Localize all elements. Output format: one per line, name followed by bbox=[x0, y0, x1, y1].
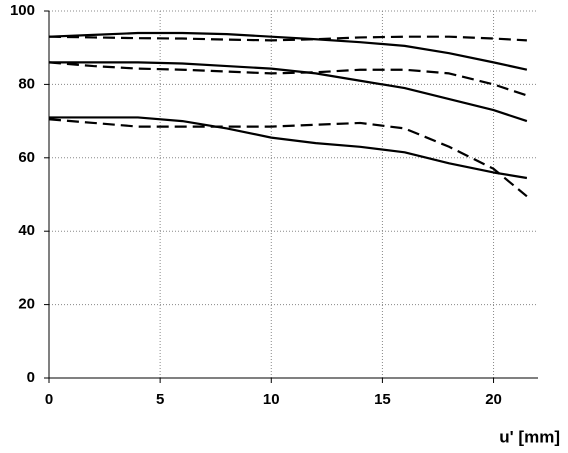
x-tick-label: 10 bbox=[263, 391, 280, 408]
x-tick-label: 20 bbox=[485, 391, 502, 408]
x-axis-label: u' [mm] bbox=[499, 427, 560, 446]
y-tick-label: 80 bbox=[18, 75, 35, 92]
line bbox=[48, 31, 528, 71]
x-tick-label: 15 bbox=[374, 391, 391, 408]
line bbox=[48, 118, 528, 198]
line bbox=[49, 116, 528, 180]
y-tick-label: 40 bbox=[18, 222, 35, 239]
y-tick-label: 20 bbox=[18, 296, 35, 313]
y-tick-label: 0 bbox=[27, 369, 35, 386]
line bbox=[48, 61, 528, 97]
y-tick-label: 60 bbox=[18, 149, 35, 166]
x-tick-label: 5 bbox=[156, 391, 164, 408]
line bbox=[49, 61, 528, 123]
line bbox=[48, 35, 527, 42]
y-tick-label: 100 bbox=[10, 2, 35, 19]
x-tick-label: 0 bbox=[45, 391, 53, 408]
